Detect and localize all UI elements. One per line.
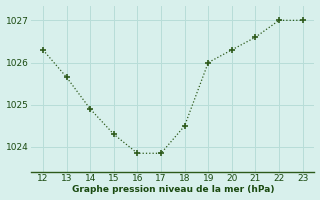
X-axis label: Graphe pression niveau de la mer (hPa): Graphe pression niveau de la mer (hPa) [72,185,274,194]
